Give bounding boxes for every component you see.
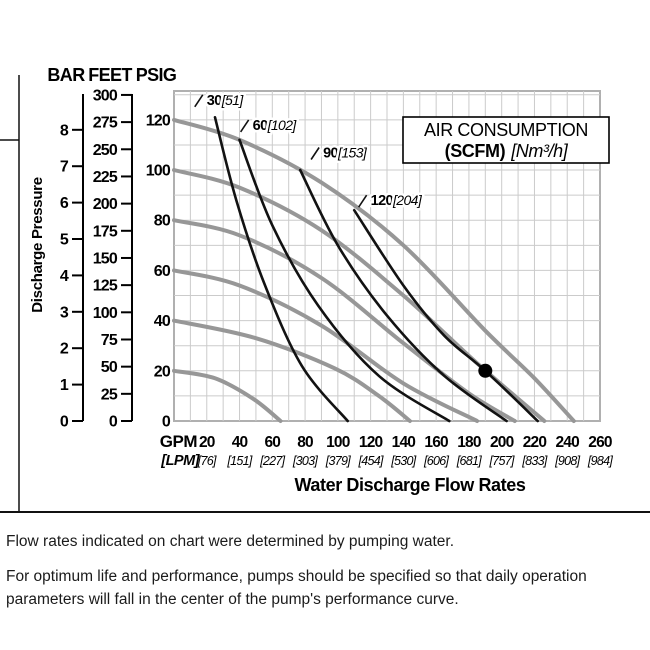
air-curve-120-scfm-label-nm3h: [204] (392, 192, 423, 208)
legend-units: (SCFM) [Nm³/h] (445, 141, 569, 161)
lpm-tick-label: [530] (390, 454, 417, 468)
gpm-tick-label: 40 (232, 434, 248, 451)
feet-axis-header: FEET (88, 65, 132, 85)
psig-tick-label: 40 (154, 313, 171, 330)
gpm-tick-label: 240 (555, 434, 579, 451)
air-curve-30-scfm-pointer (194, 94, 204, 108)
psig-tick-label: 20 (154, 363, 171, 380)
lpm-tick-label: [908] (554, 454, 581, 468)
bar-tick-label: 8 (60, 122, 69, 139)
air-curve-60-scfm-pointer (239, 119, 250, 133)
feet-tick-label: 250 (93, 142, 118, 159)
feet-tick-label: 75 (101, 332, 118, 349)
gpm-tick-label: 60 (264, 434, 280, 451)
gpm-tick-label: 200 (490, 434, 514, 451)
psig-tick-label: 100 (146, 163, 171, 180)
footnote-1: Flow rates indicated on chart were deter… (6, 533, 455, 550)
pressure-curve-60-psig (172, 268, 480, 423)
lpm-tick-label: [454] (357, 454, 384, 468)
feet-tick-label: 50 (101, 359, 118, 376)
air-curve-30-scfm (213, 116, 349, 423)
lpm-tick-label: [76] (197, 454, 217, 468)
pump-performance-chart: BAR FEET PSIG Discharge Pressure 8 7 6 5 4 3 2… (0, 65, 650, 513)
lpm-tick-label: [681] (456, 454, 483, 468)
gpm-tick-label: 260 (588, 434, 612, 451)
psig-tick-label: 60 (154, 263, 171, 280)
feet-tick-label: 225 (93, 169, 118, 186)
lpm-tick-label: [984] (587, 454, 614, 468)
psig-tick-label: 120 (146, 112, 171, 129)
lpm-tick-label: [379] (325, 454, 352, 468)
air-curve-90-scfm-label-scfm: 90 (323, 146, 338, 162)
lpm-tick-label: [833] (521, 454, 548, 468)
air-curve-30-scfm-label: 30[51] (207, 92, 245, 109)
feet-tick-label: 275 (93, 115, 118, 132)
air-curve-90-scfm-label-nm3h: [153] (337, 145, 368, 161)
air-consumption-legend: AIR CONSUMPTION (SCFM) [Nm³/h] (402, 116, 610, 164)
legend-units-scfm: (SCFM) (445, 141, 506, 161)
feet-tick-label: 150 (93, 250, 118, 267)
pressure-curve-20-psig (172, 368, 283, 423)
air-curve-60-scfm-label-nm3h: [102] (267, 117, 298, 133)
air-curve-60-scfm-label: 60[102] (253, 117, 298, 134)
pressure-curve-40-psig (172, 318, 412, 423)
air-curve-120-scfm-label-scfm: 120 (371, 193, 394, 209)
air-curve-90-scfm (298, 168, 508, 423)
x-tick-labels: 20 [76] 40 [151] 60 [227] 80 [303] 100 [379] 120 [4… (197, 434, 614, 468)
gpm-tick-label: 140 (392, 434, 416, 451)
bar-tick-label: 3 (60, 304, 69, 321)
bar-tick-label: 5 (60, 232, 69, 249)
legend-units-nm3h: [Nm³/h] (510, 141, 569, 161)
air-curve-120-scfm-pointer (357, 194, 368, 208)
bar-tick-label: 7 (60, 159, 69, 176)
gpm-tick-label: 80 (297, 434, 313, 451)
legend-box (402, 116, 610, 164)
feet-tick-label: 100 (93, 305, 118, 322)
lpm-tick-label: [606] (423, 454, 450, 468)
air-curve-120-scfm-label: 120[204] (371, 192, 423, 209)
x-axis-title: Water Discharge Flow Rates (294, 475, 525, 495)
gpm-tick-label: 120 (359, 434, 383, 451)
y-axis-title: Discharge Pressure (29, 177, 46, 313)
bar-tick-label: 0 (60, 414, 69, 431)
gpm-tick-label: 160 (424, 434, 448, 451)
air-curve-90-scfm-label: 90[153] (323, 145, 368, 162)
gpm-tick-label: 220 (523, 434, 547, 451)
feet-tick-label: 300 (93, 87, 118, 104)
legend-title: AIR CONSUMPTION (424, 120, 588, 140)
left-rulers: 8765432103002752502252001751501251007550… (60, 87, 172, 431)
air-curve-90-scfm-pointer (310, 147, 320, 160)
air-curve-60-scfm-label-scfm: 60 (253, 118, 268, 134)
bar-tick-label: 4 (60, 268, 69, 285)
feet-tick-label: 0 (109, 414, 118, 431)
operating-point-marker (478, 363, 493, 378)
footnotes: Flow rates indicated on chart were deter… (0, 516, 650, 611)
feet-tick-label: 200 (93, 196, 118, 213)
lpm-tick-label: [757] (489, 454, 516, 468)
air-curve-60-scfm (238, 138, 451, 423)
feet-tick-label: 125 (93, 278, 118, 295)
psig-axis-header: PSIG (136, 65, 177, 85)
psig-tick-label: 80 (154, 213, 171, 230)
lpm-tick-label: [151] (226, 454, 253, 468)
feet-tick-label: 175 (93, 223, 118, 240)
psig-tick-label: 0 (162, 414, 171, 431)
air-curve-30-scfm-label-nm3h: [51] (221, 92, 245, 108)
footnote-2: For optimum life and performance, pumps … (6, 568, 587, 608)
lpm-tick-label: [303] (292, 454, 319, 468)
lpm-tick-label: [227] (259, 454, 286, 468)
air-curve-30-scfm-label-scfm: 30 (207, 93, 222, 109)
feet-tick-label: 25 (101, 386, 118, 403)
gpm-tick-label: 20 (199, 434, 215, 451)
gpm-tick-label: 180 (457, 434, 481, 451)
bar-axis-header: BAR (47, 65, 85, 85)
frame-lines (0, 75, 650, 513)
air-curve-120-scfm (352, 208, 539, 423)
lpm-row-label: [LPM] (160, 453, 200, 469)
bar-tick-label: 2 (60, 341, 69, 358)
bar-tick-label: 1 (60, 377, 69, 394)
gpm-tick-label: 100 (326, 434, 350, 451)
bar-tick-label: 6 (60, 195, 69, 212)
gpm-row-label: GPM (160, 432, 198, 451)
